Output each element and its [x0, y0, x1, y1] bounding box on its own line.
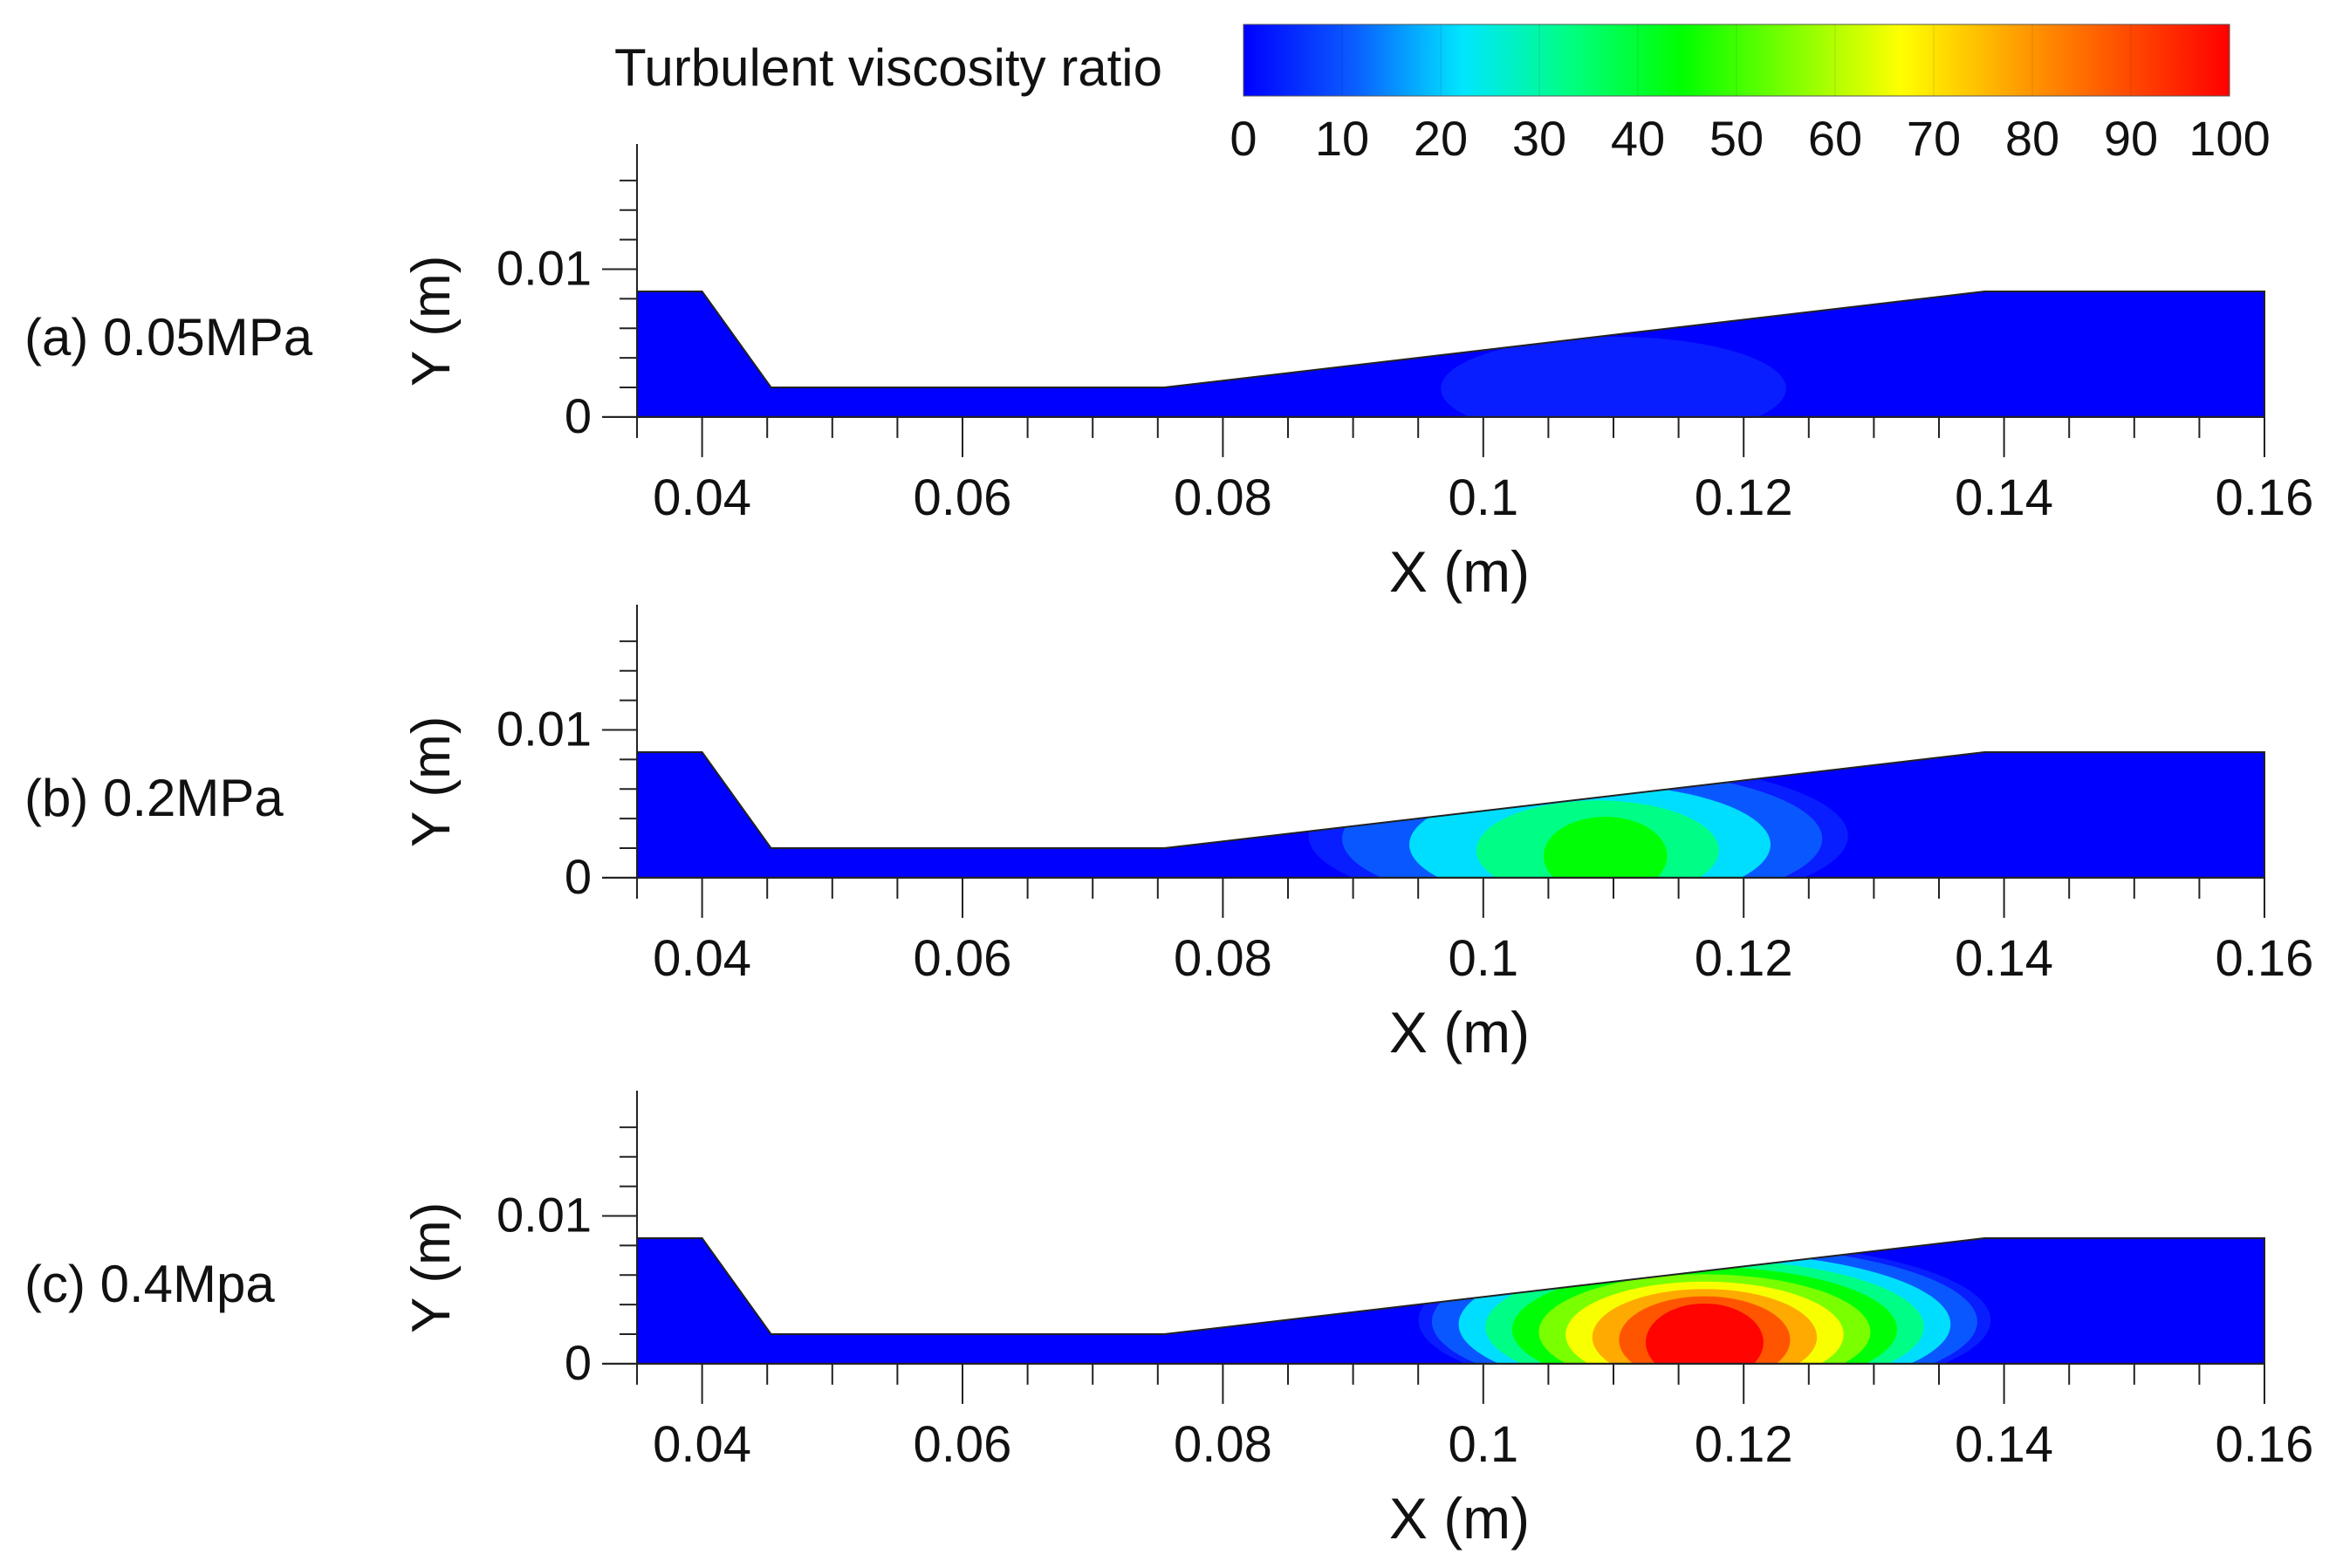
panel-label: (b) 0.2MPa: [24, 769, 284, 827]
x-tick-label: 0.08: [1174, 469, 1272, 526]
x-tick-label: 0.06: [914, 930, 1012, 987]
x-tick-label: 0.08: [1174, 1416, 1272, 1473]
x-tick-label: 0.06: [914, 1416, 1012, 1473]
x-axis-label: X (m): [1389, 1486, 1530, 1551]
y-tick-label: 0: [565, 388, 592, 443]
x-tick-label: 0.14: [1955, 1416, 2053, 1473]
x-tick-label: 0.1: [1448, 1416, 1518, 1473]
x-tick-label: 0.12: [1695, 1416, 1793, 1473]
x-axis-label: X (m): [1389, 539, 1530, 604]
colorbar-tick-labels: 0 10 20 30 40 50 60 70 80 90 100: [1230, 111, 2270, 166]
domain-outline: [636, 290, 2265, 418]
x-tick-label: 0.1: [1448, 930, 1518, 987]
x-tick-label: 0.12: [1695, 469, 1793, 526]
colorbar-tick-label: 50: [1709, 111, 1764, 166]
panel-a: 0.01 0 0.04 0.06 0.08 0.1 0.12 0.14 0.16 X (m) Y (…: [24, 144, 2313, 604]
y-tick-label: 0.01: [497, 1188, 592, 1243]
y-tick-label: 0.01: [497, 702, 592, 757]
y-tick-label: 0: [565, 849, 592, 904]
colorbar-tick-label: 10: [1315, 111, 1369, 166]
x-tick-label: 0.12: [1695, 930, 1793, 987]
panel-b: 0.01 0 0.04 0.06 0.08 0.1 0.12 0.14 0.16 X (m) Y (…: [24, 605, 2313, 1065]
y-tick-label: 0: [565, 1335, 592, 1390]
x-tick-label: 0.06: [914, 469, 1012, 526]
colorbar-tick-label: 40: [1611, 111, 1665, 166]
x-tick-label: 0.08: [1174, 930, 1272, 987]
contour-level: [1646, 1303, 1764, 1364]
colorbar-title: Turbulent viscosity ratio: [614, 38, 1162, 97]
contour-level: [1441, 336, 1786, 417]
colorbar-tick-label: 0: [1230, 111, 1257, 166]
y-axis-label: Y (m): [401, 1202, 462, 1333]
turbulence-core: [1308, 759, 1848, 878]
x-tick-label: 0.14: [1955, 469, 2053, 526]
colorbar-tick-label: 90: [2104, 111, 2158, 166]
y-axis-label: Y (m): [401, 256, 462, 387]
panel-c: 0.01 0 0.04 0.06 0.08 0.1 0.12 0.14 0.16 X (m) Y (…: [24, 1091, 2313, 1551]
x-tick-label: 0.16: [2216, 469, 2314, 526]
colorbar-gradient: [1243, 24, 2230, 96]
colorbar-frame: [1243, 24, 2230, 97]
colorbar: Turbulent viscosity ratio 0 10 20 30 40 50 60 7…: [614, 24, 2271, 166]
colorbar-fill: [1243, 24, 2230, 96]
x-tick-label: 0.16: [2216, 930, 2314, 987]
colorbar-tick-label: 80: [2005, 111, 2059, 166]
colorbar-tick-label: 70: [1907, 111, 1961, 166]
x-tick-label: 0.04: [653, 1416, 751, 1473]
domain-outline: [636, 1236, 2265, 1365]
panel-label: (a) 0.05MPa: [24, 308, 313, 366]
x-tick-label: 0.16: [2216, 1416, 2314, 1473]
x-tick-label: 0.1: [1448, 469, 1518, 526]
x-tick-label: 0.04: [653, 930, 751, 987]
colorbar-tick-label: 100: [2189, 111, 2270, 166]
x-tick-label: 0.14: [1955, 930, 2053, 987]
x-axis-label: X (m): [1389, 1000, 1530, 1065]
contour-level: [1543, 817, 1668, 878]
panel-label: (c) 0.4Mpa: [24, 1255, 275, 1313]
turbulence-core: [1418, 1241, 1991, 1364]
colorbar-tick-label: 20: [1414, 111, 1468, 166]
y-tick-label: 0.01: [497, 241, 592, 296]
turbulence-core: [1441, 336, 1786, 417]
domain-outline: [636, 750, 2265, 879]
x-tick-label: 0.04: [653, 469, 751, 526]
colorbar-tick-label: 60: [1808, 111, 1862, 166]
colorbar-tick-label: 30: [1512, 111, 1566, 166]
y-axis-label: Y (m): [401, 716, 462, 847]
